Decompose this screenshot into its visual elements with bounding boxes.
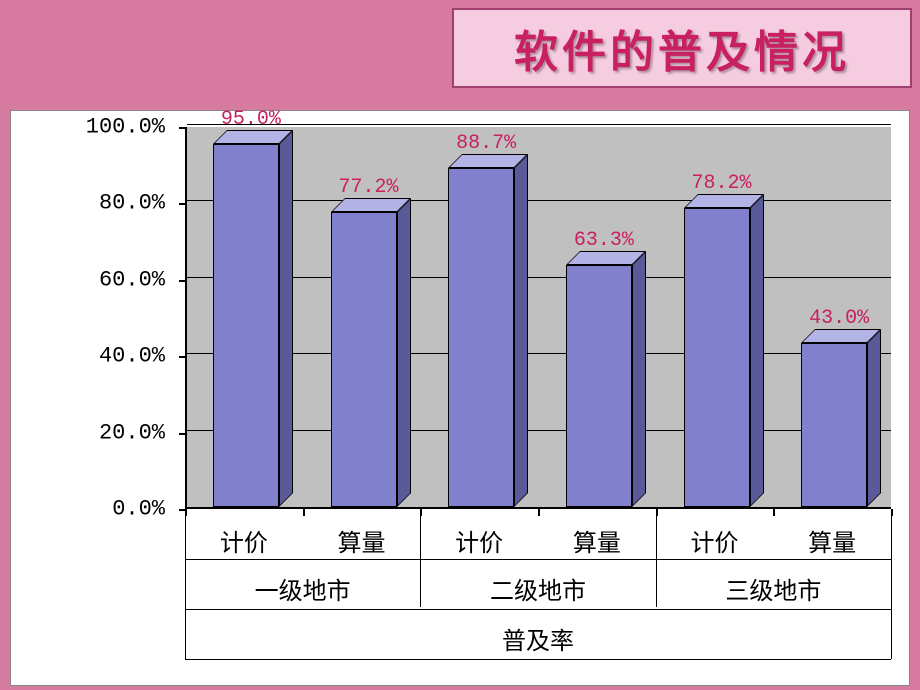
ytick-label: 60.0% xyxy=(25,267,165,292)
bar-side xyxy=(279,130,293,507)
xtick-mark xyxy=(538,509,540,516)
bar-value-label: 43.0% xyxy=(809,307,869,330)
bar-side xyxy=(867,329,881,507)
ytick-label: 40.0% xyxy=(25,344,165,369)
chart-container: 0.0% 20.0% 40.0% 60.0% 80.0% 100.0% 95.0% 77.2%… xyxy=(10,110,910,686)
bar-top xyxy=(566,251,646,265)
bar-category-label: 算量 xyxy=(808,523,856,558)
xaxis-separator xyxy=(185,659,891,660)
bar-value-label: 77.2% xyxy=(338,176,398,199)
bar-side xyxy=(397,198,411,507)
bar-category-label: 计价 xyxy=(691,523,739,558)
group-separator xyxy=(420,509,421,607)
ytick-mark xyxy=(179,203,185,205)
ytick-label: 100.0% xyxy=(25,115,165,140)
axis-edge xyxy=(185,509,186,659)
xaxis-separator xyxy=(185,609,891,610)
xtick-mark xyxy=(303,509,305,516)
bar-front xyxy=(448,168,514,507)
bar xyxy=(331,198,411,507)
ytick-mark xyxy=(179,127,185,129)
bar-top xyxy=(801,329,881,343)
bar xyxy=(566,251,646,507)
gridline xyxy=(187,124,891,125)
axis-edge xyxy=(891,509,892,659)
group-label: 一级地市 xyxy=(255,571,351,606)
bar-category-label: 计价 xyxy=(220,523,268,558)
x-axis-title: 普及率 xyxy=(502,621,574,656)
xtick-mark xyxy=(773,509,775,516)
bar xyxy=(684,194,764,507)
bar-value-label: 95.0% xyxy=(221,108,281,131)
bar-front xyxy=(684,208,750,507)
ytick-label: 80.0% xyxy=(25,191,165,216)
title-panel: 软件的普及情况 xyxy=(452,8,912,88)
bar-value-label: 63.3% xyxy=(574,229,634,252)
bar-side xyxy=(750,194,764,507)
page-title: 软件的普及情况 xyxy=(514,16,850,80)
bar-top xyxy=(213,130,293,144)
ytick-mark xyxy=(179,280,185,282)
ytick-label: 0.0% xyxy=(25,497,165,522)
bar-front xyxy=(213,144,279,507)
bar-top xyxy=(331,198,411,212)
bar-category-label: 算量 xyxy=(573,523,621,558)
bar-category-label: 计价 xyxy=(455,523,503,558)
xaxis-separator xyxy=(185,559,891,560)
bar xyxy=(448,154,528,507)
bar-side xyxy=(514,154,528,507)
bar-top xyxy=(684,194,764,208)
chart-inner: 0.0%20.0%40.0%60.0%80.0%100.0%95.0%77.2%… xyxy=(15,115,905,681)
ytick-mark xyxy=(179,356,185,358)
plot-area xyxy=(185,127,891,509)
bar-value-label: 88.7% xyxy=(456,132,516,155)
bar-front xyxy=(331,212,397,507)
bar-front xyxy=(801,343,867,507)
ytick-mark xyxy=(179,433,185,435)
bar xyxy=(213,130,293,507)
group-label: 三级地市 xyxy=(725,571,821,606)
bar-value-label: 78.2% xyxy=(691,172,751,195)
ytick-label: 20.0% xyxy=(25,420,165,445)
bar-category-label: 算量 xyxy=(338,523,386,558)
group-label: 二级地市 xyxy=(490,571,586,606)
bar-front xyxy=(566,265,632,507)
group-separator xyxy=(656,509,657,607)
bar-side xyxy=(632,251,646,507)
bar xyxy=(801,329,881,507)
